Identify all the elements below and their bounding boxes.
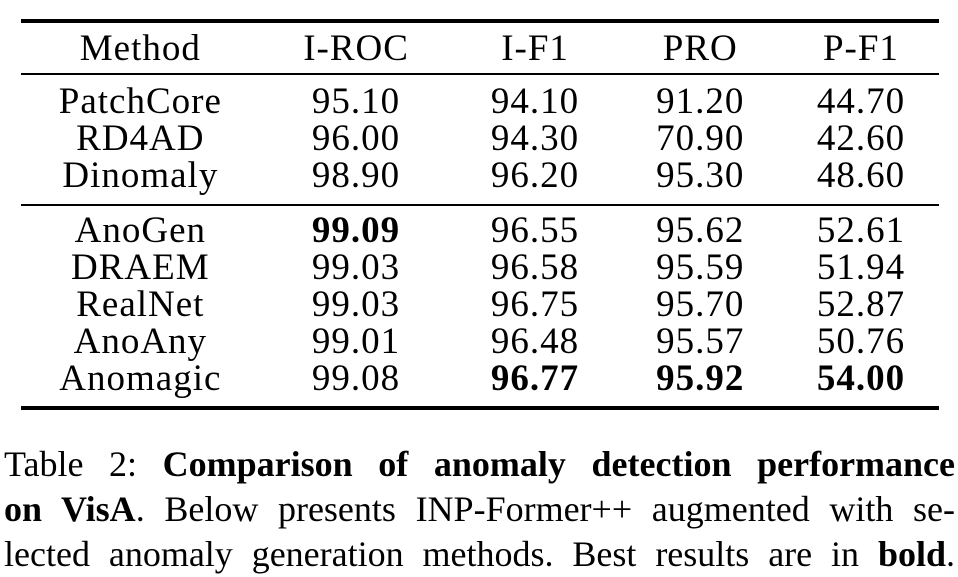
table-row: Dinomaly 98.90 96.20 95.30 48.60	[21, 157, 939, 205]
table-row: Anomagic 99.08 96.77 95.92 54.00	[21, 360, 939, 408]
column-header-pro: PRO	[662, 27, 738, 69]
metric-value: 91.20	[656, 81, 745, 122]
metric-value: 99.09	[311, 210, 401, 251]
metric-value: 95.70	[656, 284, 745, 325]
caption-bold-text: bold	[877, 534, 946, 574]
metric-value: 96.20	[490, 155, 580, 196]
method-name: RealNet	[76, 284, 205, 325]
method-name: AnoAny	[73, 321, 208, 362]
table-row: DRAEM 99.03 96.58 95.59 51.94	[21, 249, 939, 286]
column-header-p-f1: P-F1	[822, 27, 899, 69]
table-header: Method I-ROC I-F1 PRO P-F1	[21, 21, 939, 74]
metric-value: 96.00	[311, 118, 401, 159]
caption-bold-text: Comparison of anomaly detection performa…	[162, 444, 956, 484]
metric-value: 50.76	[816, 321, 906, 362]
metric-value: 51.94	[816, 247, 906, 288]
table-row: PatchCore 95.10 94.10 91.20 44.70	[21, 74, 939, 120]
metric-value: 70.90	[656, 118, 745, 159]
caption-text: . Below presents INP-Former++ augmented …	[135, 489, 955, 529]
table-group-augmented: AnoGen 99.09 96.55 95.62 52.61 DRAEM 99.03 96.5…	[21, 205, 939, 408]
method-name: PatchCore	[58, 81, 222, 122]
paper-page: Method I-ROC I-F1 PRO P-F1 PatchCore 95.1…	[0, 19, 958, 577]
method-name: DRAEM	[71, 247, 210, 288]
metric-value: 44.70	[816, 81, 906, 122]
metric-value: 94.10	[490, 81, 580, 122]
metric-value: 99.01	[311, 321, 401, 362]
metric-value: 94.30	[490, 118, 580, 159]
metric-value: 42.60	[816, 118, 906, 159]
column-header-i-f1: I-F1	[501, 27, 569, 69]
metric-value: 52.61	[816, 210, 906, 251]
metric-value: 96.77	[490, 358, 580, 399]
method-name: Dinomaly	[62, 155, 219, 196]
metric-value: 99.03	[311, 284, 401, 325]
table-group-baselines: PatchCore 95.10 94.10 91.20 44.70 RD4AD 96.00 9…	[21, 74, 939, 205]
metric-value: 95.62	[656, 210, 745, 251]
metric-value: 95.10	[311, 81, 401, 122]
results-table: Method I-ROC I-F1 PRO P-F1 PatchCore 95.1…	[21, 19, 939, 410]
caption-line: on VisA. Below presents INP-Former++ aug…	[4, 487, 955, 532]
caption-line: lected anomaly generation methods. Best …	[4, 532, 955, 577]
metric-value: 52.87	[816, 284, 906, 325]
table-row: AnoAny 99.01 96.48 95.57 50.76	[21, 323, 939, 360]
metric-value: 96.55	[490, 210, 580, 251]
metric-value: 48.60	[816, 155, 906, 196]
header-row: Method I-ROC I-F1 PRO P-F1	[21, 21, 939, 74]
column-header-i-roc: I-ROC	[303, 27, 409, 69]
table-caption: Table 2: Comparison of anomaly detection…	[4, 442, 955, 577]
table-row: RD4AD 96.00 94.30 70.90 42.60	[21, 120, 939, 157]
table-row: RealNet 99.03 96.75 95.70 52.87	[21, 286, 939, 323]
table-row: AnoGen 99.09 96.55 95.62 52.61	[21, 205, 939, 249]
method-name: AnoGen	[74, 210, 207, 251]
method-name: Anomagic	[59, 358, 222, 399]
metric-value: 95.30	[656, 155, 745, 196]
metric-value: 95.57	[656, 321, 745, 362]
caption-text: lected anomaly generation methods. Best …	[4, 534, 878, 574]
caption-line: Table 2: Comparison of anomaly detection…	[4, 442, 955, 487]
metric-value: 98.90	[311, 155, 401, 196]
metric-value: 54.00	[816, 358, 906, 399]
column-header-method: Method	[79, 27, 201, 69]
metric-value: 99.03	[311, 247, 401, 288]
caption-bold-text: on VisA	[4, 489, 136, 529]
metric-value: 95.59	[656, 247, 745, 288]
metric-value: 96.75	[490, 284, 580, 325]
metric-value: 99.08	[311, 358, 401, 399]
method-name: RD4AD	[76, 118, 205, 159]
caption-text: .	[946, 534, 955, 574]
metric-value: 96.48	[490, 321, 580, 362]
metric-value: 95.92	[656, 358, 745, 399]
metric-value: 96.58	[490, 247, 580, 288]
caption-text: Table 2:	[4, 444, 163, 484]
